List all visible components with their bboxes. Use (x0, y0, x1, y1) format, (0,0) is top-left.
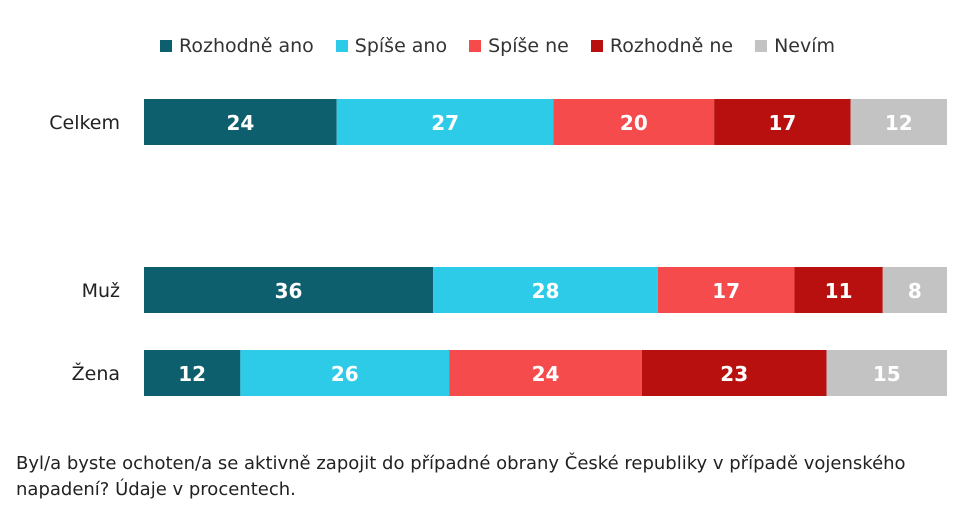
data-label: 15 (873, 362, 901, 386)
legend-swatch (469, 40, 482, 52)
bar-segment (553, 99, 715, 145)
data-label: 8 (908, 279, 922, 303)
bar-segment (144, 350, 241, 396)
category-label: Muž (82, 280, 120, 302)
bar-segment (850, 99, 947, 145)
bar-segment (449, 350, 642, 396)
chart-caption: Byl/a byste ochoten/a se aktivně zapojit… (16, 453, 906, 500)
data-label: 26 (331, 362, 359, 386)
category-label: Žena (72, 362, 120, 385)
legend-item: Nevím (755, 35, 835, 57)
legend-label: Rozhodně ano (179, 35, 314, 57)
stacked-bar-chart: Celkem 24 27 20 17 12 Muž 36 28 17 11 8 Žena 12 26 24 23… (49, 99, 947, 396)
bar-segment (336, 99, 554, 145)
data-label: 28 (532, 279, 560, 303)
data-label: 23 (720, 362, 748, 386)
bar-segment (826, 350, 947, 396)
legend-swatch (335, 40, 348, 52)
legend-label: Spíše ne (488, 35, 569, 57)
data-label: 12 (885, 111, 913, 135)
bar-segment (144, 267, 434, 313)
legend-label: Rozhodně ne (609, 35, 734, 57)
data-label: 24 (532, 362, 560, 386)
data-label: 27 (431, 111, 459, 135)
bar-segment (641, 350, 827, 396)
bar-segment (240, 350, 450, 396)
bar-segment (882, 267, 947, 313)
bar-segment (657, 267, 795, 313)
legend-label: Spíše ano (354, 35, 448, 57)
data-label: 12 (178, 362, 206, 386)
bar-segment (714, 99, 851, 145)
legend-label: Nevím (774, 35, 835, 57)
legend-item: Rozhodně ano (160, 35, 314, 57)
data-label: 11 (825, 279, 853, 303)
legend-swatch (590, 40, 603, 52)
legend: Rozhodně ano Spíše ano Spíše ne Rozhodně… (160, 32, 857, 60)
bar-segment (433, 267, 658, 313)
legend-swatch (160, 40, 172, 52)
legend-item: Spíše ano (335, 35, 448, 57)
legend-item: Rozhodně ne (590, 35, 734, 57)
data-label: 24 (226, 111, 254, 135)
legend-swatch (755, 40, 768, 52)
data-label: 17 (768, 111, 796, 135)
data-label: 20 (620, 111, 648, 135)
data-label: 17 (712, 279, 740, 303)
legend-item: Spíše ne (469, 35, 569, 57)
category-label: Celkem (49, 112, 120, 134)
data-label: 36 (275, 279, 303, 303)
bar-segment (794, 267, 883, 313)
bar-segment (144, 99, 337, 145)
